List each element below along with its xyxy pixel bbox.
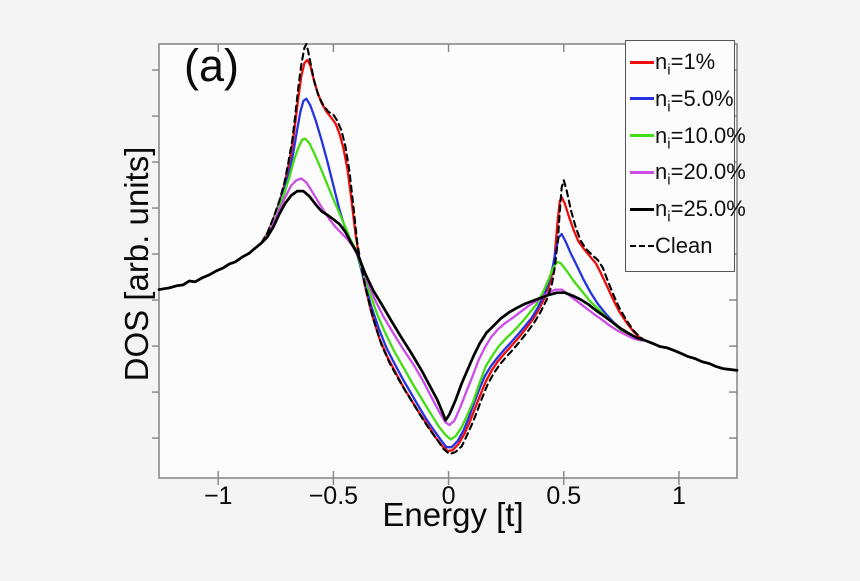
legend-entry: ni=20.0% (630, 159, 746, 188)
legend-label: ni=5.0% (655, 85, 734, 116)
legend-label: ni=1% (655, 49, 716, 79)
line-sample-icon (630, 207, 654, 211)
dashed-line-icon (630, 244, 654, 247)
legend-label: Clean (655, 232, 713, 258)
legend-entry: Clean (630, 233, 732, 259)
curve-clean (157, 42, 739, 456)
line-sample-icon (630, 60, 654, 64)
line-sample-icon (630, 97, 654, 101)
x-tick-label: 0 (441, 482, 456, 510)
x-axis-title: Energy [t] (382, 496, 524, 533)
y-axis-title: DOS [arb. units] (118, 146, 155, 382)
x-tick-label: −1 (203, 482, 233, 510)
legend-label: ni=10.0% (655, 122, 746, 152)
legend-entry: ni=1% (630, 49, 732, 79)
line-sample-icon (630, 170, 654, 174)
legend-entry: ni=25.0% (630, 196, 746, 225)
x-tick-label: −0.5 (308, 482, 359, 510)
legend-label: ni=25.0% (655, 196, 746, 226)
legend: ni=1% ni=5.0% ni=10.0% ni=20.0% ni=25.0% Clea… (625, 40, 746, 272)
x-tick-label: 0.5 (546, 482, 582, 510)
legend-entry: ni=5.0% (630, 85, 734, 116)
legend-label: ni=20.0% (655, 159, 746, 189)
x-tick-label: 1 (671, 482, 686, 510)
legend-entry: ni=10.0% (630, 123, 746, 151)
line-sample-icon (630, 134, 654, 138)
panel-label: (a) (184, 40, 239, 91)
